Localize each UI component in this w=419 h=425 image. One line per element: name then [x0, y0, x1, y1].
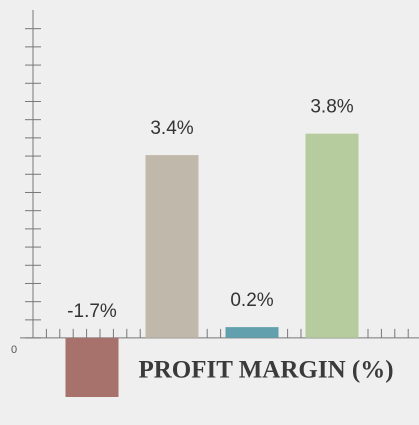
- value-label: 0.2%: [230, 290, 273, 311]
- value-label: -1.7%: [67, 301, 117, 322]
- chart-title: PROFIT MARGIN (%): [138, 357, 393, 384]
- bars: [65, 133, 359, 397]
- bar: [145, 155, 199, 338]
- bar: [65, 337, 119, 397]
- value-label: 3.4%: [150, 118, 193, 139]
- bar: [305, 133, 359, 338]
- bar: [225, 327, 279, 338]
- value-label: 3.8%: [310, 97, 353, 118]
- y-tick-label: 0: [11, 344, 17, 356]
- axis-decor: [20, 10, 419, 339]
